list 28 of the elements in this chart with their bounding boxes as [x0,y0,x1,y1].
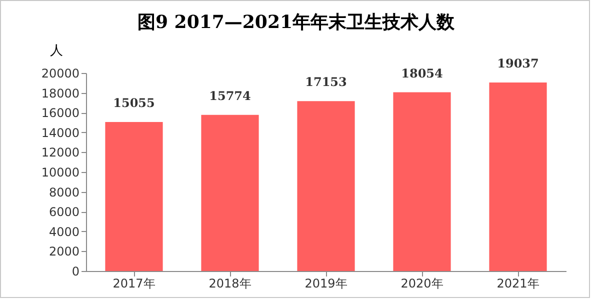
data-label: 15774 [209,88,251,103]
y-tick-label: 12000 [41,146,80,160]
bar [489,82,547,271]
x-tick-label: 2021年 [496,276,540,290]
bar [201,114,259,271]
bar [393,92,451,271]
data-label: 18054 [401,66,443,80]
y-axis-title: 人 [50,44,63,58]
chart-title: 图9 2017—2021年年末卫生技术人数 [138,12,456,33]
y-tick-label: 14000 [41,126,80,140]
bar [297,101,355,271]
x-tick-label: 2019年 [304,276,348,290]
data-label: 19037 [497,56,539,71]
y-tick-label: 6000 [48,205,80,220]
y-tick-label: 8000 [48,185,80,200]
y-tick-label: 20000 [41,66,80,80]
y-tick-label: 18000 [41,86,80,100]
x-tick-label: 2020年 [400,276,444,290]
x-tick-label: 2017年 [112,276,156,290]
y-tick-label: 10000 [41,166,80,180]
data-label: 17153 [305,75,347,90]
data-label: 15055 [113,96,155,110]
y-tick-label: 16000 [41,106,80,120]
y-tick-label: 4000 [48,224,80,239]
x-tick-label: 2018年 [208,276,252,290]
y-tick-label: 0 [72,264,80,278]
bar [105,122,163,271]
y-tick-label: 2000 [48,244,80,259]
